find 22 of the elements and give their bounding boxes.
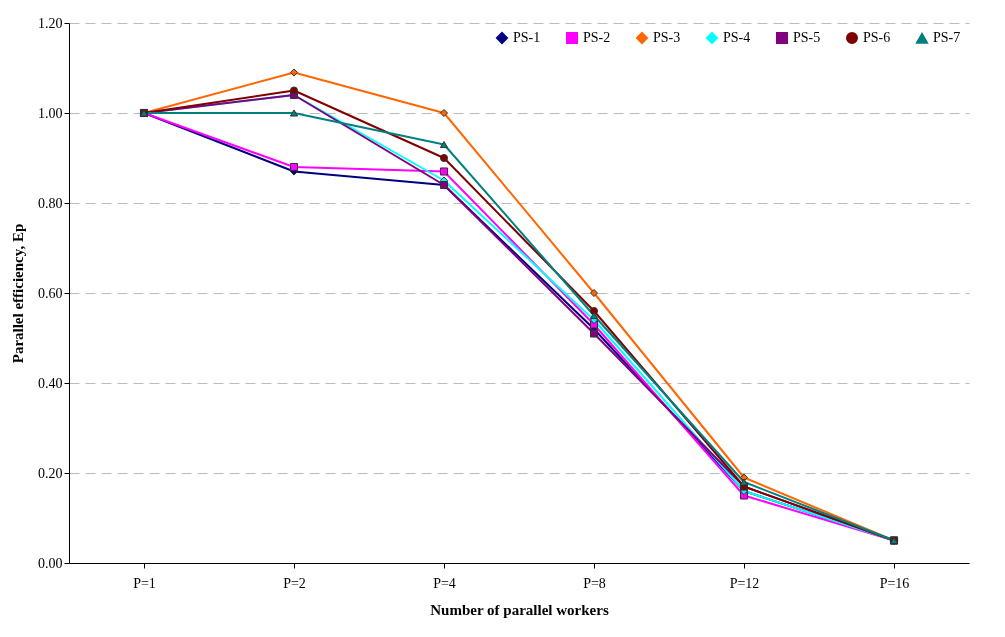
y-tick-label: 0.20: [38, 465, 63, 481]
y-tick-label: 1.00: [38, 105, 63, 121]
x-tick-label: P=16: [879, 575, 910, 591]
x-tick-label: P=8: [583, 575, 606, 591]
x-tick-label: P=2: [283, 575, 306, 591]
legend-label: PS-2: [583, 30, 611, 45]
legend-label: PS-4: [723, 30, 751, 45]
x-tick-label: P=4: [433, 575, 456, 591]
x-tick-label: P=1: [133, 575, 156, 591]
y-tick-label: 0.80: [38, 195, 63, 211]
x-axis-title: Number of parallel workers: [430, 601, 609, 618]
y-tick-label: 1.20: [38, 15, 63, 31]
x-tick-label: P=12: [729, 575, 760, 591]
y-axis-title: Parallel efficiency, Ep: [10, 223, 26, 364]
legend-label: PS-7: [933, 30, 961, 46]
y-tick-label: 0.00: [38, 555, 63, 571]
legend-label: PS-5: [793, 30, 821, 45]
y-tick-label: 0.40: [38, 375, 63, 391]
y-tick-label: 0.60: [38, 285, 63, 301]
legend-label: PS-6: [863, 30, 891, 45]
legend-label: PS-3: [653, 30, 681, 45]
legend-label: PS-1: [513, 30, 541, 45]
